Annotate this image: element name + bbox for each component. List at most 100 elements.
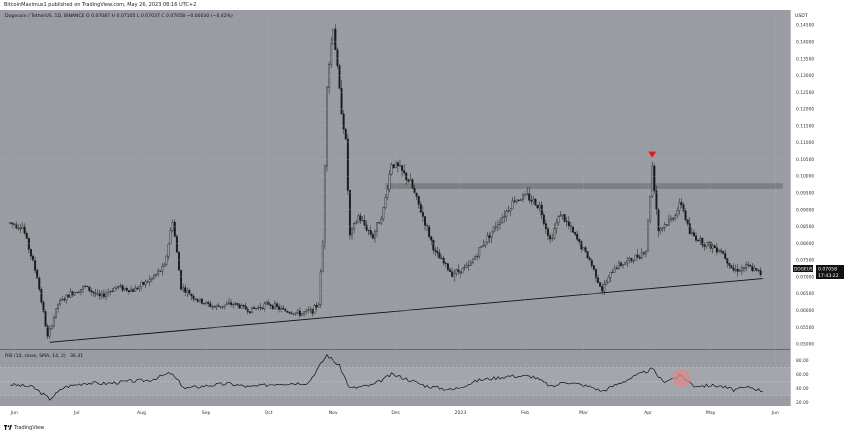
time-axis-area[interactable] [0, 406, 850, 422]
price-tick-label: 0.09500 [796, 191, 814, 197]
candle-body [555, 222, 558, 229]
candle-body [759, 270, 762, 275]
candle-body [407, 179, 410, 182]
candle-body [250, 307, 253, 314]
candle-body [275, 303, 278, 307]
candle-body [127, 290, 130, 292]
price-tick-label: 0.13000 [796, 73, 814, 79]
symbol-tag [793, 265, 813, 272]
price-axis-area[interactable] [790, 10, 850, 406]
candle-body [682, 204, 685, 212]
candle-body [125, 287, 128, 291]
candle-body [457, 269, 460, 272]
candle-body [69, 291, 72, 298]
candle-body [263, 303, 266, 309]
candle-body [50, 325, 53, 329]
last-price-label: DOGEUSDT 0.07058 17:43:22 [793, 265, 844, 279]
price-tick-label: 0.10500 [796, 157, 814, 163]
candle-body [121, 285, 124, 291]
rsi-line [10, 354, 763, 401]
price-tick-label: 0.06500 [796, 291, 814, 297]
candle-body [42, 301, 45, 312]
candle-body [46, 326, 49, 337]
candle-body [446, 263, 449, 270]
candle-body [190, 294, 193, 297]
candle-body [442, 258, 445, 264]
candle-body [369, 230, 372, 235]
rsi-axis: 80.00 60.00 40.00 20.00 [796, 358, 809, 406]
candle-body [230, 302, 233, 305]
candle-body [196, 299, 199, 302]
candle-body [572, 226, 574, 233]
symbol-tag-text: DOGEUSDT [794, 267, 819, 273]
candle-body [415, 192, 418, 197]
symbol-legend[interactable]: Dogecoin / TetherUS, 1D, BINANCE [5, 13, 85, 19]
candle-body [561, 214, 564, 216]
candle-body [511, 200, 514, 210]
candle-body [542, 214, 545, 224]
candle-body [661, 227, 664, 230]
candle-body [221, 306, 224, 308]
candle-body [328, 64, 331, 88]
candle-body [503, 216, 506, 218]
candle-body [315, 305, 318, 308]
candle-body [79, 289, 82, 293]
candle-body [63, 298, 66, 301]
candle-body [52, 317, 55, 327]
candle-body [17, 227, 20, 229]
candle-body [117, 286, 120, 288]
candle-body [605, 282, 608, 285]
candle-body [474, 256, 476, 260]
candle-body [130, 289, 132, 292]
candle-body [107, 292, 110, 294]
time-axis: Jun Jul Aug Sep Oct Nov Dec 2023 Feb Mar Apr May Jun [10, 10, 779, 416]
candle-body [342, 113, 345, 130]
candle-body [150, 277, 153, 280]
rsi-legend[interactable]: RSI (14, close, SMA, 14, 2) [5, 353, 66, 359]
candle-body [532, 198, 535, 202]
candle-body [261, 307, 264, 309]
footer-brand[interactable]: TradingView [14, 425, 45, 431]
candle-body [40, 289, 43, 303]
candle-body [544, 223, 547, 229]
candle-body [290, 312, 293, 314]
candle-body [676, 210, 679, 216]
candle-body [90, 290, 93, 293]
candle-body [109, 291, 112, 293]
candle-body [77, 291, 80, 294]
candle-body [426, 225, 429, 227]
candle-body [165, 255, 168, 265]
candle-body [638, 256, 641, 259]
candle-body [271, 305, 274, 309]
rsi-highlight-circle [672, 369, 691, 387]
candle-body [338, 65, 341, 89]
candle-body [517, 199, 520, 201]
candle-body [71, 291, 74, 296]
candle-body [257, 307, 260, 309]
candle-body [294, 312, 297, 314]
candle-body [540, 204, 543, 216]
candle-body [102, 292, 105, 297]
rsi-tick-label: 80.00 [796, 358, 809, 364]
candle-body [421, 212, 424, 217]
price-tick-label: 0.11000 [796, 140, 814, 146]
tradingview-logo-icon [4, 425, 12, 430]
price-tick-label: 0.08000 [796, 241, 814, 247]
candle-body [217, 305, 220, 307]
candle-body [273, 303, 276, 309]
candle-body [142, 282, 145, 285]
candle-body [186, 290, 189, 293]
candle-body [319, 271, 322, 306]
time-tick-label: 2023 [455, 410, 467, 416]
candle-body [636, 254, 639, 258]
candle-body [138, 286, 141, 290]
price-pane[interactable] [0, 10, 790, 349]
candle-body [488, 235, 491, 238]
candle-body [678, 202, 681, 211]
candle-body [398, 165, 401, 167]
candle-body [115, 286, 118, 289]
candle-body [236, 303, 239, 305]
arrow-down-icon [648, 151, 657, 158]
candle-body [430, 236, 433, 241]
